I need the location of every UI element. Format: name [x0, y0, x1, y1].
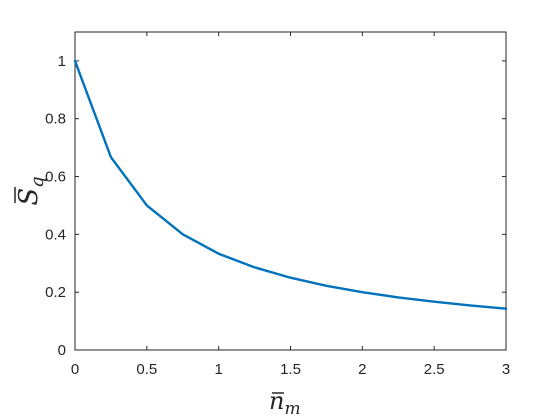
- series-layer: [73, 59, 508, 310]
- y-tick-label: 0.2: [45, 284, 66, 301]
- x-tick-label: 0.5: [136, 361, 157, 378]
- y-tick-label: 0.8: [45, 111, 66, 128]
- x-tick-label: 0: [71, 361, 79, 378]
- x-axis-label-main: n: [269, 387, 284, 415]
- y-axis-ticks: 0 0.2 0.4 0.6 0.8 1: [45, 53, 506, 359]
- x-tick-label: 2.5: [424, 361, 445, 378]
- x-axis-label: nm: [269, 387, 301, 419]
- plot-area: [74, 31, 507, 351]
- y-axis-label: Sq: [14, 176, 48, 205]
- y-axis-label-main: S: [14, 188, 44, 206]
- x-tick-label: 1: [214, 361, 222, 378]
- y-tick-label: 0.6: [45, 169, 66, 186]
- series-line: [73, 59, 508, 310]
- y-axis-label-subscript: q: [27, 176, 48, 188]
- x-tick-label: 1.5: [280, 361, 301, 378]
- y-tick-label: 0: [58, 342, 66, 359]
- y-tick-label: 0.4: [45, 226, 66, 243]
- svg-text:Sq: Sq: [14, 176, 48, 205]
- x-tick-label: 3: [502, 361, 510, 378]
- x-tick-label: 2: [358, 361, 366, 378]
- y-tick-label: 1: [58, 53, 66, 70]
- x-axis-ticks: 0 0.5 1 1.5 2 2.5 3: [71, 32, 510, 378]
- svg-text:nm: nm: [269, 387, 301, 419]
- x-axis-label-subscript: m: [284, 399, 300, 419]
